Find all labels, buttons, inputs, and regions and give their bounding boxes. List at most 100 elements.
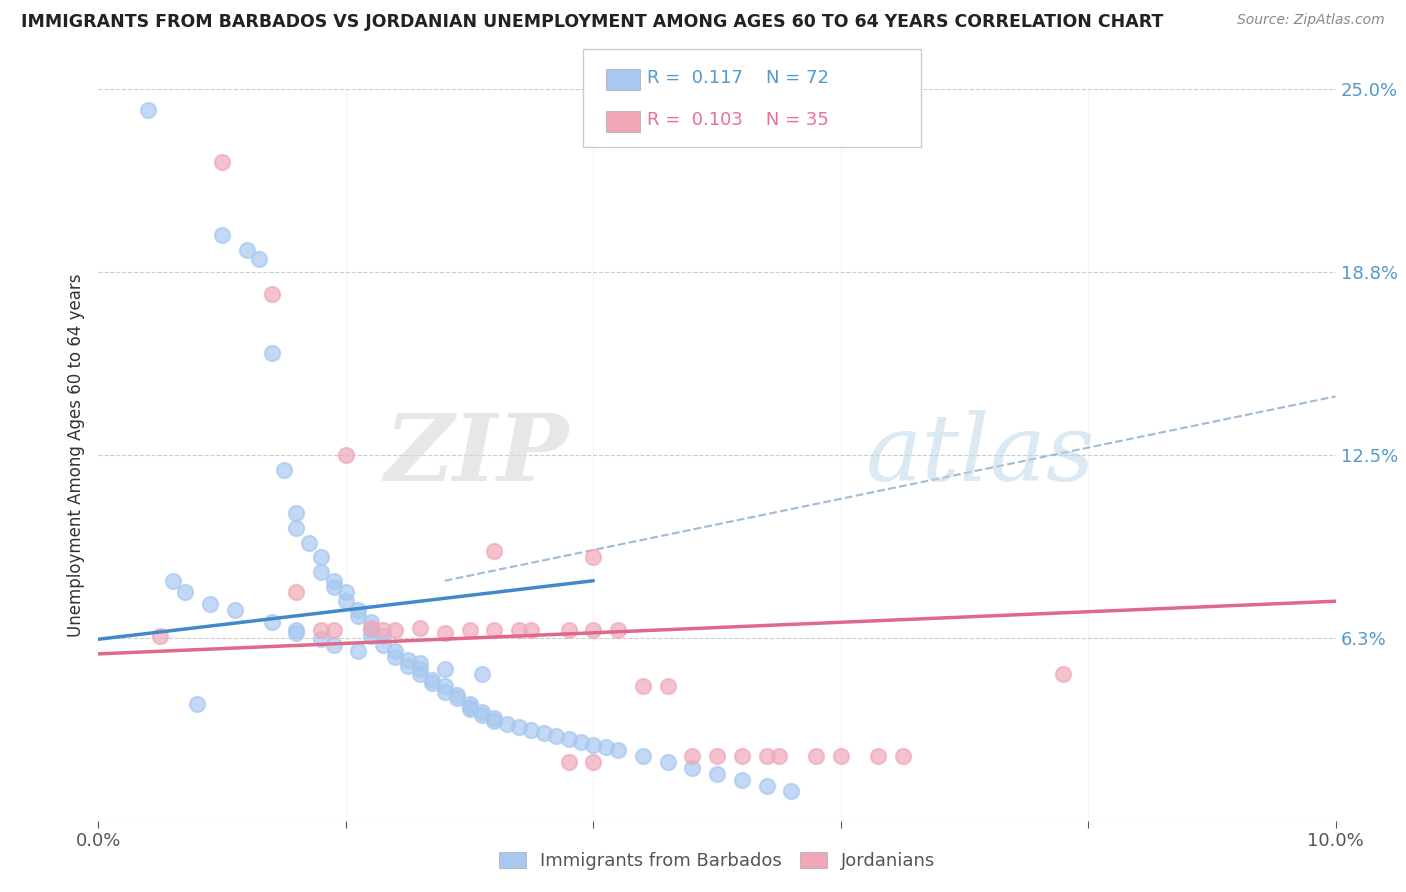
Point <box>755 749 778 764</box>
Point <box>211 155 233 169</box>
Point <box>706 767 728 781</box>
Text: R =  0.117    N = 72: R = 0.117 N = 72 <box>647 70 828 87</box>
Point <box>309 632 332 647</box>
Point <box>607 624 630 638</box>
Point <box>866 749 889 764</box>
Point <box>384 624 406 638</box>
Point <box>285 521 308 535</box>
Point <box>335 594 357 608</box>
Point <box>657 755 679 769</box>
Point <box>309 624 332 638</box>
Point <box>396 658 419 673</box>
Point <box>830 749 852 764</box>
Point <box>484 714 506 728</box>
Point <box>631 749 654 764</box>
Point <box>309 565 332 579</box>
Point <box>446 688 468 702</box>
Point <box>360 621 382 635</box>
Point <box>335 448 357 462</box>
Point <box>347 608 370 623</box>
Point <box>360 629 382 643</box>
Point <box>557 731 579 746</box>
Point <box>471 708 494 723</box>
Point <box>360 624 382 638</box>
Point <box>347 603 370 617</box>
Point <box>520 624 543 638</box>
Point <box>557 624 579 638</box>
Point <box>582 738 605 752</box>
Point <box>433 679 456 693</box>
Point <box>780 784 803 798</box>
Point <box>371 629 394 643</box>
Point <box>422 673 444 688</box>
Point <box>569 734 592 748</box>
Point <box>533 726 555 740</box>
Point <box>681 761 703 775</box>
Point <box>458 699 481 714</box>
Point <box>706 749 728 764</box>
Point <box>657 679 679 693</box>
Point <box>384 644 406 658</box>
Point <box>322 624 344 638</box>
Point <box>595 740 617 755</box>
Point <box>371 624 394 638</box>
Point <box>285 626 308 640</box>
Point <box>322 580 344 594</box>
Y-axis label: Unemployment Among Ages 60 to 64 years: Unemployment Among Ages 60 to 64 years <box>66 273 84 637</box>
Point <box>433 685 456 699</box>
Point <box>409 661 432 675</box>
Point <box>198 597 221 611</box>
Point <box>285 624 308 638</box>
Point <box>433 661 456 675</box>
Point <box>174 585 197 599</box>
Point <box>260 287 283 301</box>
Point <box>582 755 605 769</box>
Point <box>409 621 432 635</box>
Point <box>371 638 394 652</box>
Point <box>409 656 432 670</box>
Text: ZIP: ZIP <box>384 410 568 500</box>
Point <box>731 772 754 787</box>
Point <box>681 749 703 764</box>
Point <box>260 345 283 359</box>
Point <box>322 638 344 652</box>
Point <box>409 667 432 681</box>
Point <box>546 729 568 743</box>
Point <box>508 720 530 734</box>
Point <box>804 749 827 764</box>
Point <box>247 252 270 266</box>
Text: IMMIGRANTS FROM BARBADOS VS JORDANIAN UNEMPLOYMENT AMONG AGES 60 TO 64 YEARS COR: IMMIGRANTS FROM BARBADOS VS JORDANIAN UN… <box>21 13 1164 31</box>
Text: Source: ZipAtlas.com: Source: ZipAtlas.com <box>1237 13 1385 28</box>
Point <box>891 749 914 764</box>
Point <box>360 615 382 629</box>
Point <box>211 228 233 243</box>
Point <box>1052 667 1074 681</box>
Point <box>186 697 208 711</box>
Point <box>471 706 494 720</box>
Point <box>384 649 406 664</box>
Point <box>607 743 630 757</box>
Point <box>224 603 246 617</box>
Point <box>162 574 184 588</box>
Point <box>285 585 308 599</box>
Point <box>458 702 481 716</box>
Point <box>582 624 605 638</box>
Point <box>347 644 370 658</box>
Point <box>484 544 506 558</box>
Point <box>458 624 481 638</box>
Point <box>149 629 172 643</box>
Point <box>755 779 778 793</box>
Point <box>582 550 605 565</box>
Point <box>471 667 494 681</box>
Point <box>298 535 321 549</box>
Point <box>422 676 444 690</box>
Point <box>446 690 468 705</box>
Point <box>273 462 295 476</box>
Point <box>484 711 506 725</box>
Point <box>396 653 419 667</box>
Point <box>508 624 530 638</box>
Legend: Immigrants from Barbados, Jordanians: Immigrants from Barbados, Jordanians <box>491 845 943 878</box>
Text: atlas: atlas <box>866 410 1095 500</box>
Point <box>458 697 481 711</box>
Point <box>285 507 308 521</box>
